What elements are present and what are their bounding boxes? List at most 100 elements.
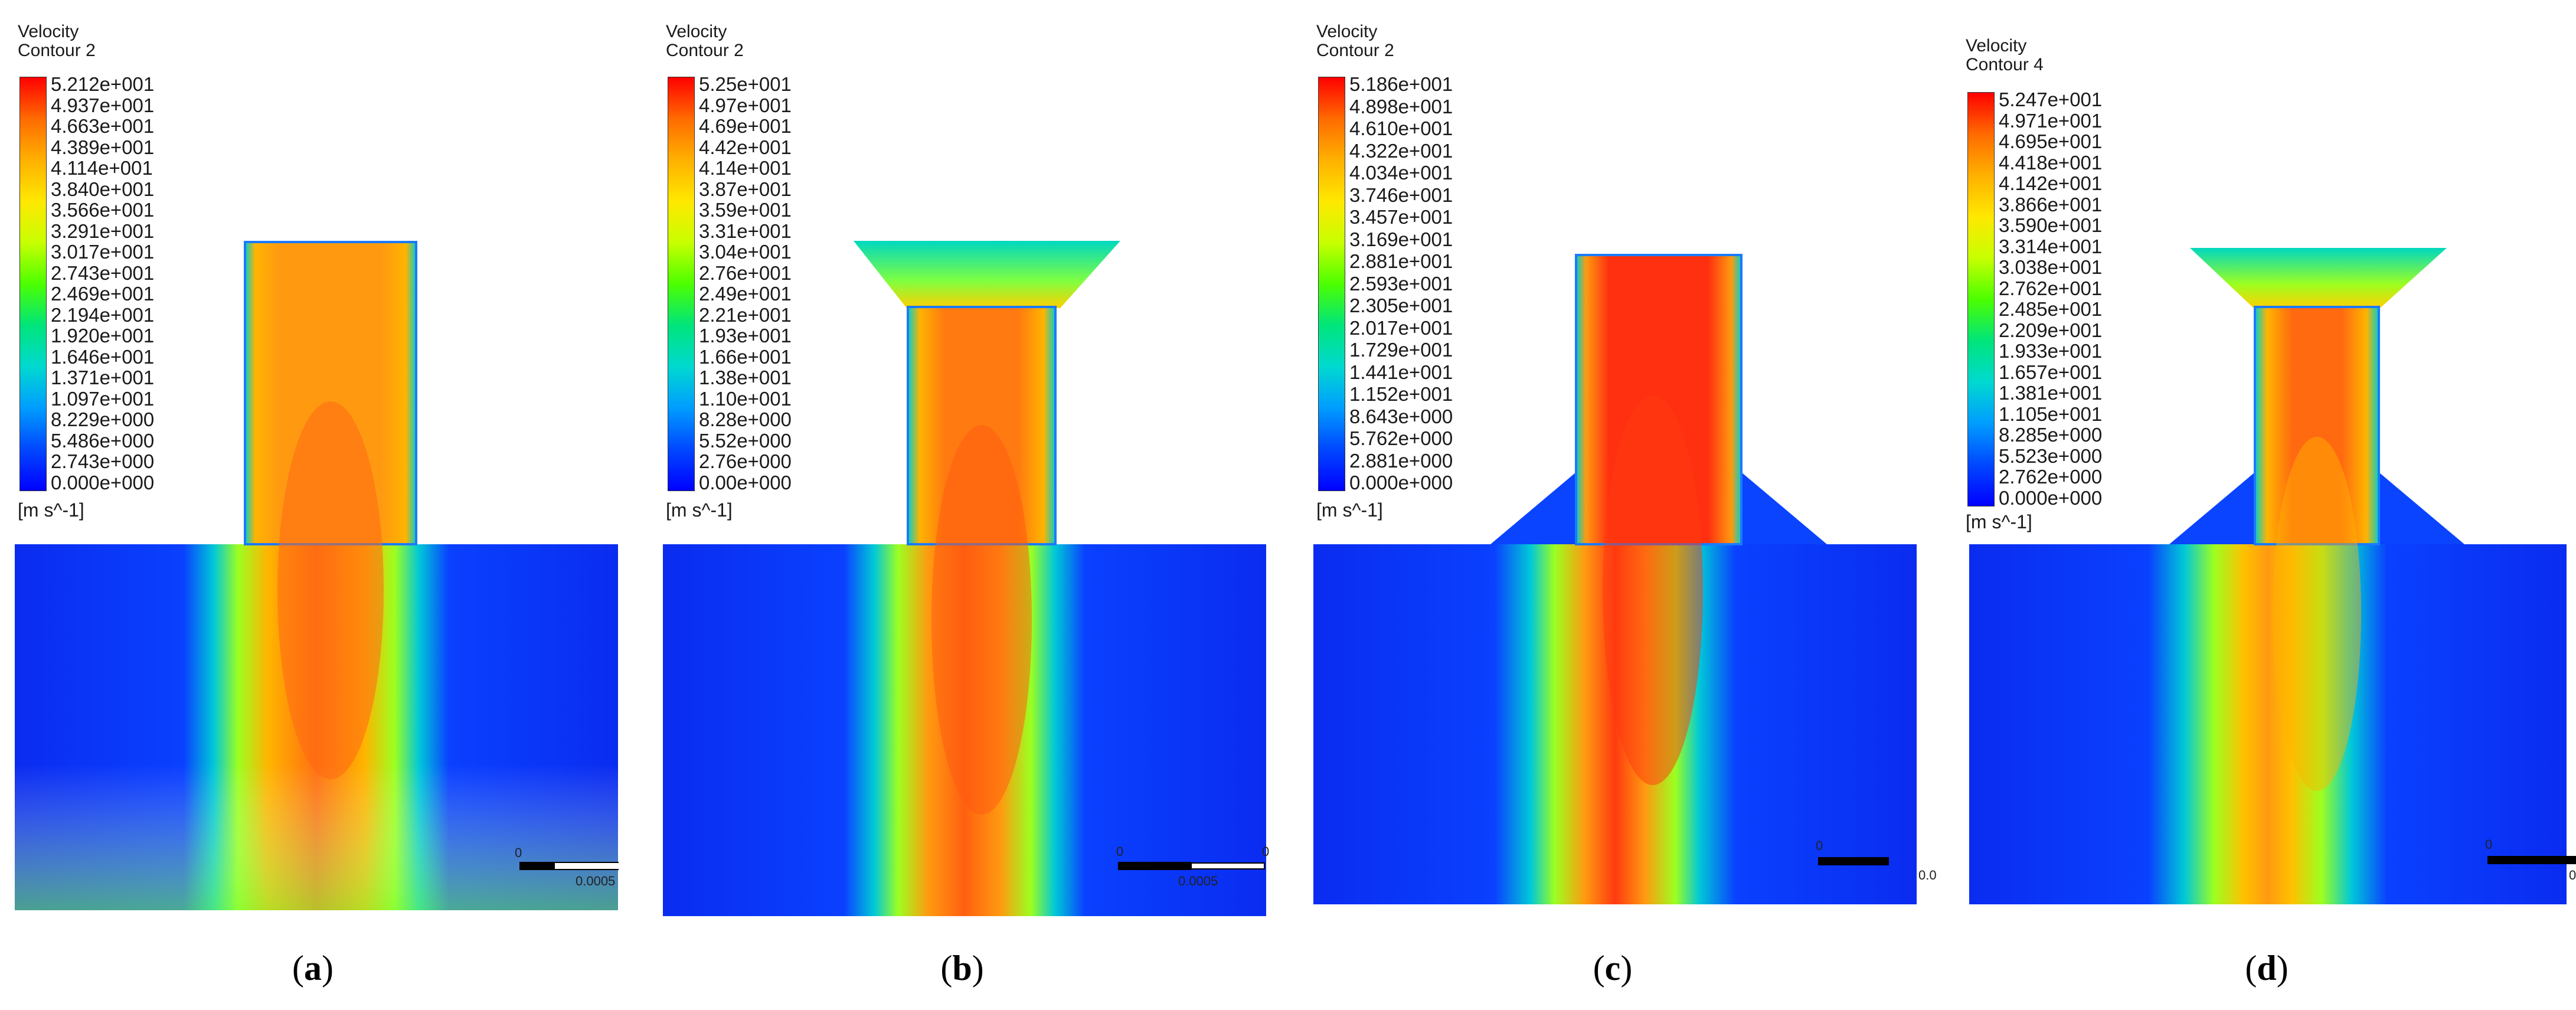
jet-core xyxy=(277,401,384,779)
tick-label: 2.017e+001 xyxy=(1349,316,1453,339)
tick-label: 3.866e+001 xyxy=(1999,193,2103,215)
tick-label: 0.000e+000 xyxy=(1349,472,1453,493)
tick-label: 4.142e+001 xyxy=(1999,172,2103,195)
tick-label: 2.305e+001 xyxy=(1349,295,1453,316)
domain-region xyxy=(1969,544,2567,904)
tick-label: 3.314e+001 xyxy=(1999,235,2103,257)
scale-label-start: 0 xyxy=(1816,838,1823,853)
tick-label: 3.746e+001 xyxy=(1349,184,1453,206)
colorbar-ticks: 5.25e+001 4.97e+001 4.69e+001 4.42e+001 … xyxy=(699,74,852,492)
panel-caption: (d) xyxy=(2245,949,2289,988)
tick-label: 3.590e+001 xyxy=(1999,214,2103,237)
tick-label: 4.69e+001 xyxy=(699,115,792,138)
tick-label: 1.097e+001 xyxy=(51,387,155,410)
tick-label: 5.186e+001 xyxy=(1349,73,1453,95)
tick-label: 3.038e+001 xyxy=(1999,256,2103,279)
legend-subtitle: Contour 2 xyxy=(18,41,96,60)
legend-title: Velocity xyxy=(666,22,727,41)
tick-label: 3.291e+001 xyxy=(51,220,155,242)
jet-core xyxy=(2273,437,2361,791)
tick-label: 5.247e+001 xyxy=(1999,89,2103,110)
tick-label: 5.486e+000 xyxy=(51,429,155,452)
legend-title: Velocity xyxy=(1316,22,1378,41)
panel-caption: (a) xyxy=(292,949,334,988)
tick-label: 3.31e+001 xyxy=(699,220,792,242)
tick-label: 1.933e+001 xyxy=(1999,340,2103,362)
nozzle-funnel xyxy=(854,241,1120,308)
units-label: [m s^-1] xyxy=(18,499,84,521)
tick-label: 3.04e+001 xyxy=(699,241,792,263)
tick-label: 2.469e+001 xyxy=(51,283,155,305)
panel-d: Velocity Contour 4 5.247e+001 4.971e+001… xyxy=(1948,0,2576,1010)
panel-caption: (c) xyxy=(1593,949,1633,988)
tick-label: 1.441e+001 xyxy=(1349,361,1453,383)
scale-label-end: 0.0005 xyxy=(576,874,616,888)
units-label: [m s^-1] xyxy=(1316,499,1383,521)
scale-label-end: 0 xyxy=(1262,844,1270,859)
tick-label: 2.743e+001 xyxy=(51,262,155,284)
tick-label: 2.485e+001 xyxy=(1999,298,2103,321)
tick-label: 8.229e+000 xyxy=(51,408,155,431)
tick-label: 4.114e+001 xyxy=(51,157,153,179)
tick-label: 2.881e+001 xyxy=(1349,250,1453,272)
tick-label: 1.10e+001 xyxy=(699,387,792,410)
tick-label: 2.76e+001 xyxy=(699,262,792,284)
legend-subtitle: Contour 2 xyxy=(1316,41,1394,60)
tick-label: 4.695e+001 xyxy=(1999,130,2103,153)
tick-label: 8.643e+000 xyxy=(1349,405,1453,427)
tick-label: 3.566e+001 xyxy=(51,199,155,221)
tick-label: 2.881e+000 xyxy=(1349,449,1453,472)
colorbar-ticks: 5.212e+001 4.937e+001 4.663e+001 4.389e+… xyxy=(51,74,204,492)
tick-label: 0.000e+000 xyxy=(1999,486,2103,509)
tick-label: 3.169e+001 xyxy=(1349,228,1453,250)
colorbar-ticks: 5.186e+001 4.898e+001 4.610e+001 4.322e+… xyxy=(1349,74,1503,492)
tick-label: 5.212e+001 xyxy=(51,73,155,95)
tick-label: 1.657e+001 xyxy=(1999,361,2103,383)
tick-label: 1.729e+001 xyxy=(1349,339,1453,361)
panel-c: Velocity Contour 2 5.186e+001 4.898e+001… xyxy=(1299,0,1943,1010)
velocity-contour xyxy=(1313,254,1917,904)
tick-label: 2.49e+001 xyxy=(699,283,792,305)
tick-label: 4.418e+001 xyxy=(1999,151,2103,174)
tick-label: 0.000e+000 xyxy=(51,471,155,493)
tick-label: 3.840e+001 xyxy=(51,178,155,200)
tick-label: 1.152e+001 xyxy=(1349,383,1453,405)
units-label: [m s^-1] xyxy=(666,499,733,521)
tick-label: 1.381e+001 xyxy=(1999,382,2103,404)
jet-core xyxy=(931,425,1032,815)
tick-label: 3.457e+001 xyxy=(1349,206,1453,228)
jet-core xyxy=(1603,395,1703,785)
tick-label: 4.898e+001 xyxy=(1349,95,1453,117)
tick-label: 5.523e+000 xyxy=(1999,444,2103,467)
colorbar xyxy=(1318,77,1345,491)
panel-b: Velocity Contour 2 5.25e+001 4.97e+001 4… xyxy=(648,0,1292,1010)
scale-label-start: 0 xyxy=(515,845,522,860)
panel-caption: (b) xyxy=(940,949,984,988)
legend-subtitle: Contour 2 xyxy=(666,41,744,60)
tick-label: 4.97e+001 xyxy=(699,94,792,116)
colorbar xyxy=(668,77,695,491)
tick-label: 1.93e+001 xyxy=(699,325,792,347)
tick-label: 4.971e+001 xyxy=(1999,109,2103,132)
tick-label: 2.593e+001 xyxy=(1349,272,1453,295)
tick-label: 2.762e+001 xyxy=(1999,277,2103,299)
tick-label: 1.371e+001 xyxy=(51,367,155,389)
tick-label: 1.920e+001 xyxy=(51,325,155,347)
scale-bar-segment xyxy=(555,863,619,869)
tick-label: 5.25e+001 xyxy=(699,73,792,95)
nozzle-tube xyxy=(2255,307,2379,544)
scale-label-start: 0 xyxy=(2485,837,2493,852)
tick-label: 4.389e+001 xyxy=(51,136,155,158)
velocity-contour xyxy=(1969,248,2576,904)
scale-bar xyxy=(1818,857,1889,865)
scale-label-mid: 0.0005 xyxy=(1178,874,1218,888)
scale-label-end: 0 xyxy=(2569,868,2576,882)
tick-label: 2.209e+001 xyxy=(1999,319,2103,341)
panel-a: Velocity Contour 2 5.212e+001 4.937e+001… xyxy=(0,0,644,1010)
tick-label: 1.66e+001 xyxy=(699,345,792,368)
nozzle-funnel xyxy=(2190,248,2447,308)
tick-label: 4.42e+001 xyxy=(699,136,792,158)
tick-label: 4.322e+001 xyxy=(1349,139,1453,162)
scale-bar xyxy=(2487,856,2576,864)
tick-label: 1.38e+001 xyxy=(699,367,792,389)
